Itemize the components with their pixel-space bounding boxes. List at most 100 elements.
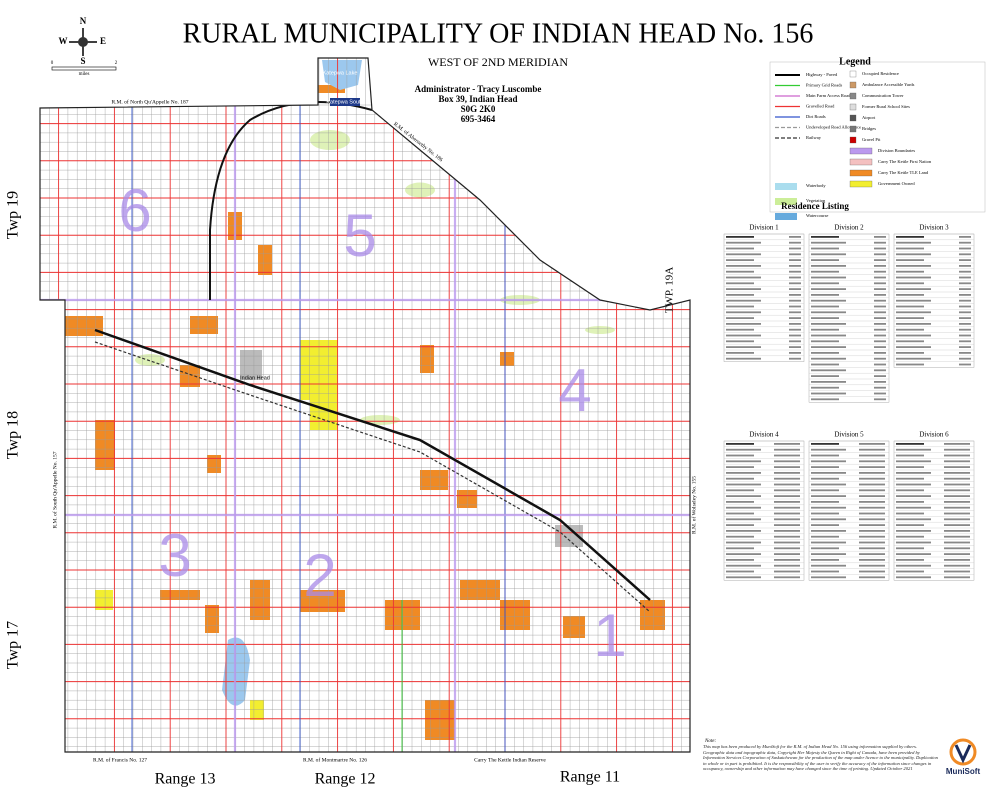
legend-label: Occupied Residence	[862, 71, 899, 76]
row-text	[726, 305, 754, 308]
parcel	[300, 590, 345, 612]
row-text	[789, 270, 801, 273]
row-text	[944, 466, 970, 468]
logo-ring	[949, 738, 977, 766]
row-text	[811, 352, 839, 354]
row-text	[811, 253, 846, 256]
legend-label: Airport	[862, 115, 876, 120]
row-text	[789, 340, 801, 343]
row-text	[944, 448, 970, 451]
division-title: Division 3	[919, 224, 949, 232]
division-number: 4	[558, 357, 591, 424]
vegetation	[135, 354, 165, 366]
row-text	[811, 317, 839, 319]
row-text	[811, 541, 846, 544]
row-text	[896, 506, 931, 509]
neighbour-label: R.M. of Montmartre No. 126	[303, 756, 367, 763]
lake	[322, 60, 362, 90]
row-text	[726, 483, 761, 486]
row-text	[726, 259, 754, 261]
row-text	[896, 553, 931, 555]
row-text	[874, 334, 886, 337]
parcel	[250, 700, 264, 720]
row-text	[896, 241, 931, 244]
row-text	[726, 506, 761, 509]
row-text	[859, 524, 885, 526]
note-heading: Note:	[704, 739, 716, 744]
legend-label: Ambulance Accessible Yards	[862, 82, 915, 87]
parcel	[563, 616, 585, 638]
division-title: Division 4	[749, 431, 779, 439]
row-text	[774, 570, 800, 573]
legend-label: Watercourse	[806, 213, 828, 218]
row-text	[944, 530, 970, 532]
row-text	[726, 288, 761, 290]
row-text	[874, 247, 886, 250]
row-text	[789, 328, 801, 331]
row-text	[859, 443, 885, 445]
row-text	[774, 512, 800, 515]
admin-line: 695-3464	[461, 114, 496, 124]
place-label: Katepwa Lake	[323, 70, 358, 76]
row-text	[811, 265, 846, 267]
row-text	[811, 259, 839, 261]
parcel	[315, 85, 345, 93]
row-text	[859, 518, 885, 521]
row-text	[959, 236, 971, 238]
row-text	[811, 340, 839, 343]
legend-label: Gravel Pit	[862, 137, 881, 142]
legend-swatch	[849, 103, 857, 111]
row-text	[896, 454, 924, 457]
row-text	[811, 495, 846, 497]
row-text	[944, 472, 970, 474]
legend-label: Vegetation	[806, 198, 826, 203]
row-text	[726, 460, 761, 463]
legend-title: Legend	[839, 56, 871, 67]
row-text	[726, 317, 754, 319]
row-text	[811, 454, 839, 457]
row-text	[789, 253, 801, 256]
row-text	[859, 472, 885, 474]
row-text	[726, 282, 754, 285]
row-text	[896, 448, 931, 451]
row-text	[726, 477, 754, 480]
legend-box	[769, 61, 986, 213]
row-text	[789, 294, 801, 296]
row-text	[896, 236, 924, 238]
row-text	[774, 518, 800, 521]
row-text	[944, 564, 970, 567]
row-text	[774, 576, 800, 579]
row-text	[896, 512, 924, 515]
row-text	[959, 253, 971, 256]
row-text	[789, 323, 801, 325]
row-text	[774, 477, 800, 480]
legend-label: Main Farm Access Roads	[806, 93, 852, 98]
row-text	[726, 311, 761, 314]
row-text	[811, 477, 839, 480]
row-text	[944, 524, 970, 526]
row-text	[811, 276, 846, 279]
row-text	[944, 460, 970, 463]
parcel	[555, 525, 583, 547]
row-text	[811, 489, 839, 492]
row-text	[811, 294, 839, 296]
row-text	[896, 305, 924, 308]
row-text	[944, 443, 970, 445]
row-text	[811, 270, 839, 273]
admin-line: Box 39, Indian Head	[438, 94, 517, 104]
row-text	[959, 346, 971, 348]
row-text	[726, 323, 761, 325]
row-text	[944, 454, 970, 457]
row-text	[874, 305, 886, 308]
row-text	[859, 541, 885, 544]
row-text	[811, 535, 839, 538]
row-text	[874, 270, 886, 273]
row-text	[944, 506, 970, 509]
logo-text: MuniSoft	[946, 767, 981, 776]
row-text	[944, 553, 970, 555]
row-text	[789, 352, 801, 354]
legend-swatch	[775, 183, 797, 190]
legend-label: Waterbody	[806, 183, 826, 188]
row-text	[789, 288, 801, 290]
